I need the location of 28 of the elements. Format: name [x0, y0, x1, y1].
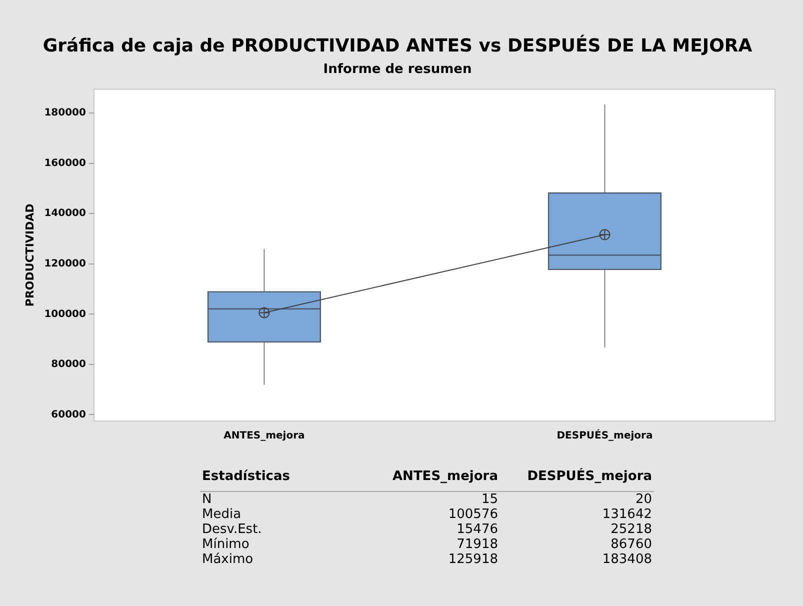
text: 25218	[610, 522, 653, 537]
text: Media	[201, 507, 242, 522]
text: 15	[480, 492, 499, 507]
text: 20	[634, 492, 653, 507]
text: DESPUÉS_mejora	[526, 467, 653, 486]
y-tick-label: 140000	[44, 208, 86, 220]
y-tick-label: 60000	[51, 409, 86, 420]
text: 131642	[601, 507, 653, 522]
text: N	[201, 492, 213, 507]
y-tick-label: 160000	[44, 158, 86, 169]
y-tick-label: 120000	[44, 258, 86, 270]
text: 100576	[447, 507, 499, 522]
text: Mínimo	[201, 537, 250, 552]
text: 71918	[456, 537, 499, 552]
text: ANTES_mejora	[392, 468, 499, 486]
text: 125918	[447, 552, 499, 567]
chart-subtitle: Informe de resumen	[323, 62, 472, 77]
text: 183408	[601, 552, 653, 567]
text: Máximo	[201, 552, 254, 567]
text: 86760	[610, 537, 653, 552]
text: 15476	[456, 522, 499, 537]
y-axis-title: PRODUCTIVIDAD	[23, 204, 36, 307]
y-tick-label: 100000	[44, 308, 86, 320]
y-tick-label: 180000	[44, 108, 86, 119]
y-tick-label: 80000	[51, 359, 86, 370]
text: Estadísticas	[201, 468, 291, 486]
chart-title: Gráfica de caja de PRODUCTIVIDAD ANTES vs DESPUÉS DE LA MEJORA	[42, 34, 752, 56]
text: Desv.Est.	[201, 522, 263, 537]
